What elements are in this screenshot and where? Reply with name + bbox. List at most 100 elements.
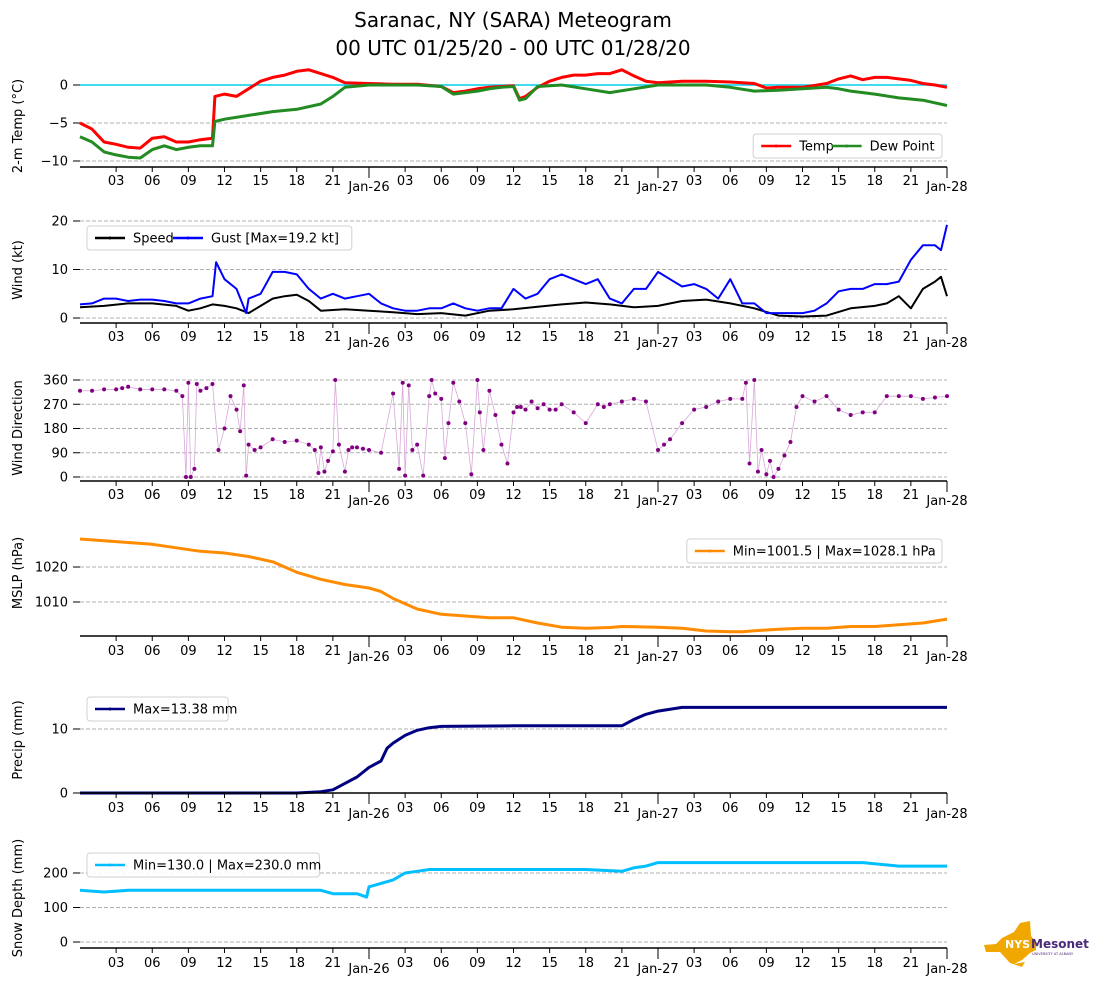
data-point [442, 456, 447, 461]
legend-marker-icon [845, 144, 849, 148]
data-point [716, 399, 721, 404]
x-tick-label: Jan-26 [347, 494, 389, 509]
new-york-state-shape-icon [984, 921, 1036, 967]
data-point [601, 404, 606, 409]
data-point [222, 426, 227, 431]
x-tick-label: 18 [866, 644, 883, 659]
data-point [656, 448, 660, 453]
x-tick-label: 15 [830, 956, 847, 971]
data-point [523, 407, 528, 412]
x-tick-label: 18 [288, 956, 305, 971]
x-tick-label: 21 [903, 956, 920, 971]
x-tick-label: 06 [144, 801, 161, 816]
x-tick-label: Jan-27 [636, 180, 678, 195]
y-tick-label: 0 [60, 79, 68, 94]
x-tick-label: 15 [252, 174, 269, 189]
x-tick-label: 12 [794, 644, 811, 659]
x-tick-label: 09 [469, 644, 486, 659]
x-tick-label: 21 [614, 330, 631, 345]
data-point [162, 387, 167, 392]
data-point [547, 407, 552, 412]
logo-text-university: UNIVERSITY AT ALBANY [1032, 952, 1074, 956]
y-axis-label: Precip (mm) [11, 700, 26, 779]
x-tick-label: 15 [252, 330, 269, 345]
data-point [336, 442, 341, 447]
y-axis-label: MSLP (hPa) [11, 537, 26, 609]
data-point [228, 394, 233, 399]
data-point [241, 383, 246, 388]
x-tick-label: 15 [830, 644, 847, 659]
chart-title-line1: Saranac, NY (SARA) Meteogram [354, 8, 672, 32]
x-tick-label: 06 [144, 956, 161, 971]
legend-precip: Max=13.38 mm [86, 696, 237, 722]
data-point [282, 439, 287, 444]
x-tick-label: 15 [541, 956, 558, 971]
x-tick-label: Jan-28 [925, 650, 967, 665]
data-point [740, 396, 745, 401]
data-point [771, 475, 776, 479]
x-tick-label: 09 [469, 956, 486, 971]
data-point [541, 402, 546, 407]
x-tick-label: 21 [903, 488, 920, 503]
data-point [174, 388, 179, 393]
x-tick-label: 06 [433, 801, 450, 816]
data-point [559, 402, 564, 407]
x-tick-label: 21 [325, 330, 342, 345]
x-tick-label: 03 [397, 801, 414, 816]
data-point [194, 382, 199, 387]
x-tick-label: 06 [433, 644, 450, 659]
legend-temp: Temp Dew Point [752, 133, 943, 159]
data-point [246, 442, 251, 447]
x-tick-label: Jan-26 [347, 807, 389, 822]
x-tick-label: 03 [686, 956, 703, 971]
data-point [318, 445, 323, 450]
data-point [360, 446, 365, 451]
legend-box [86, 225, 353, 251]
x-tick-label: Jan-26 [347, 336, 389, 351]
data-point [583, 421, 588, 426]
data-point [571, 410, 576, 415]
y-axis-label: 2-m Temp (°C) [11, 79, 26, 173]
data-point [884, 394, 889, 399]
x-tick-label: 12 [216, 956, 233, 971]
data-point [316, 470, 321, 475]
x-tick-label: 06 [722, 644, 739, 659]
legend-label: Min=1001.5 | Max=1028.1 hPa [733, 545, 936, 560]
x-tick-label: 18 [288, 801, 305, 816]
x-tick-label: 21 [325, 956, 342, 971]
x-tick-label: Jan-28 [925, 336, 967, 351]
x-tick-label: 09 [469, 174, 486, 189]
data-point [234, 407, 239, 412]
data-point [270, 437, 275, 442]
data-point [908, 394, 913, 399]
legend-marker-icon [108, 863, 112, 867]
x-tick-label: 12 [216, 644, 233, 659]
data-point [824, 394, 829, 399]
data-point [216, 448, 221, 453]
data-point [747, 461, 752, 466]
data-point [306, 442, 311, 447]
data-point [692, 407, 697, 412]
data-point [410, 448, 415, 453]
x-tick-label: 03 [108, 956, 125, 971]
data-point [631, 396, 636, 401]
x-tick-label: 18 [577, 644, 594, 659]
data-point [668, 437, 673, 442]
data-point [397, 466, 402, 471]
x-tick-label: 03 [686, 801, 703, 816]
x-tick-label: 12 [505, 488, 522, 503]
x-tick-label: 18 [288, 330, 305, 345]
x-tick-label: 15 [830, 330, 847, 345]
x-tick-label: 12 [216, 174, 233, 189]
series-line-max [80, 705, 947, 795]
x-tick-label: 15 [541, 330, 558, 345]
x-tick-label: 21 [903, 174, 920, 189]
x-tick-label: 15 [830, 488, 847, 503]
x-tick-label: 15 [252, 488, 269, 503]
x-tick-label: Jan-27 [636, 962, 678, 977]
data-point [198, 388, 203, 393]
x-tick-label: 21 [903, 644, 920, 659]
x-tick-label: 09 [758, 330, 775, 345]
x-tick-label: 03 [397, 644, 414, 659]
data-point [350, 445, 355, 450]
